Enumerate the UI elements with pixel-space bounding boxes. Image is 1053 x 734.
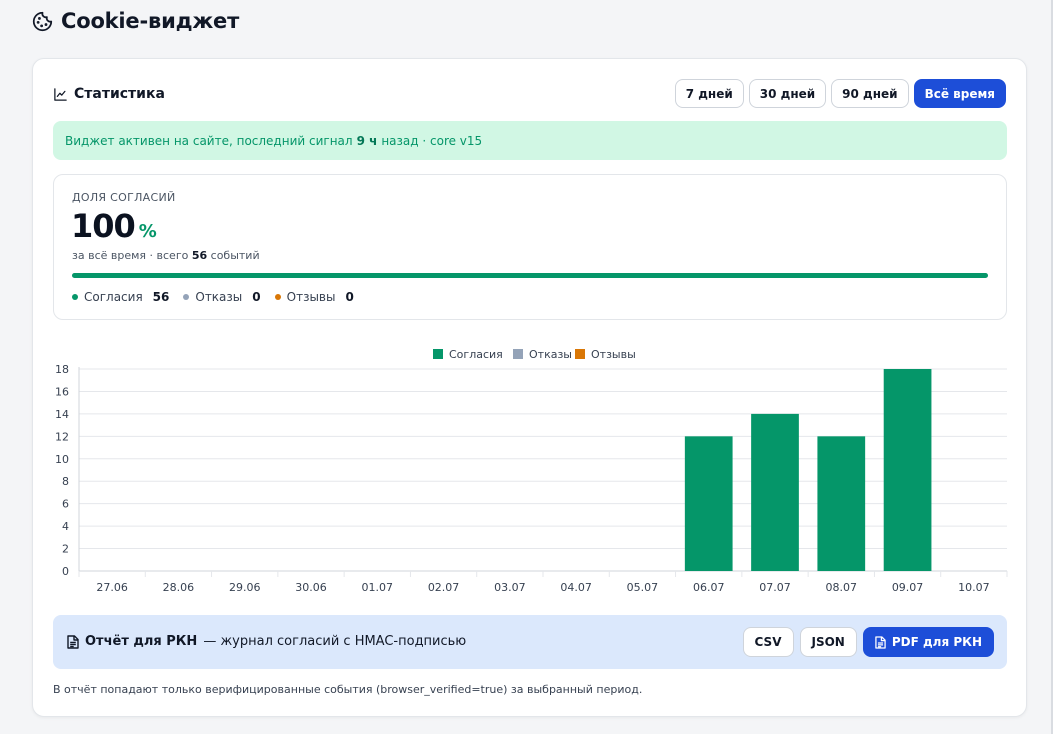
report-footnote: В отчёт попадают только верифицированные…: [53, 683, 643, 696]
export-csv-button[interactable]: CSV: [742, 627, 794, 657]
document-icon: [875, 635, 886, 649]
period-30-days-button[interactable]: 30 дней: [748, 79, 827, 108]
report-description: Отчёт для РКН — журнал согласий с HMAC-п…: [67, 634, 466, 649]
report-subtitle: — журнал согласий с HMAC-подписью: [203, 634, 467, 649]
page-header: Cookie-виджет: [32, 8, 239, 34]
consent-rate-label: ДОЛЯ СОГЛАСИЙ: [72, 191, 176, 204]
chart-x-tick-label: 05.07: [627, 581, 659, 593]
chart-x-tick-label: 29.06: [229, 581, 261, 593]
consent-legend: Согласия 56 Отказы 0 Отзывы 0: [72, 290, 354, 304]
chart-x-tick-label: 07.07: [759, 581, 791, 593]
chart-y-tick-label: 18: [55, 363, 69, 376]
chart-y-tick-label: 6: [62, 498, 69, 511]
chart-legend-label: Отзывы: [591, 348, 636, 361]
status-last-signal: 9 ч: [356, 133, 378, 148]
chart-legend-swatch: [513, 349, 523, 359]
report-export-buttons: CSV JSON PDF для РКН: [742, 627, 994, 657]
chart-x-tick-label: 10.07: [958, 581, 990, 593]
report-title: Отчёт для РКН: [85, 634, 198, 649]
chart-y-tick-label: 2: [62, 543, 69, 556]
legend-label: Отзывы: [286, 290, 336, 304]
chart-y-tick-label: 16: [55, 385, 69, 398]
chart-y-tick-label: 12: [55, 430, 69, 443]
legend-item-revocations: Отзывы 0: [274, 290, 354, 304]
document-icon: [67, 634, 79, 649]
consent-progress-bar: [72, 273, 988, 278]
chart-x-tick-label: 04.07: [560, 581, 592, 593]
widget-status-alert: Виджет активен на сайте, последний сигна…: [53, 121, 1007, 160]
chart-x-tick-label: 06.07: [693, 581, 725, 593]
chart-x-tick-label: 08.07: [826, 581, 858, 593]
chart-x-tick-label: 02.07: [428, 581, 460, 593]
export-json-button[interactable]: JSON: [799, 627, 857, 657]
page-title: Cookie-виджет: [61, 9, 240, 33]
card-header: Статистика: [53, 86, 165, 102]
export-pdf-rkn-button[interactable]: PDF для РКН: [862, 627, 994, 657]
chart-legend-swatch: [433, 349, 443, 359]
consent-rate-number: 100: [71, 207, 136, 245]
status-text: Виджет активен на сайте, последний сигна…: [65, 133, 353, 148]
consent-rate-unit: %: [138, 221, 157, 242]
legend-count: 0: [345, 290, 354, 304]
legend-label: Согласия: [84, 290, 143, 304]
chart-legend-label: Согласия: [449, 348, 503, 361]
chart-y-tick-label: 14: [55, 408, 69, 421]
legend-item-consents: Согласия 56: [72, 290, 169, 304]
chart-x-tick-label: 09.07: [892, 581, 924, 593]
chart-bar: [883, 369, 932, 571]
subtitle-prefix: за всё время · всего: [72, 249, 189, 262]
chart-bar: [751, 413, 799, 571]
legend-count: 56: [152, 290, 170, 304]
chart-x-tick-label: 28.06: [163, 581, 195, 593]
legend-item-rejections: Отказы 0: [183, 290, 261, 304]
card-title: Статистика: [74, 86, 165, 102]
period-7-days-button[interactable]: 7 дней: [674, 79, 744, 108]
scrollbar-track[interactable]: [1051, 0, 1053, 734]
line-chart-icon: [54, 87, 67, 101]
total-events-count: 56: [191, 249, 208, 262]
legend-count: 0: [252, 290, 261, 304]
cookie-icon: [32, 11, 53, 31]
chart-x-tick-label: 27.06: [96, 581, 128, 593]
consent-rate-panel: ДОЛЯ СОГЛАСИЙ 100 % за всё время · всего…: [53, 174, 1007, 320]
period-selector: 7 дней 30 дней 90 дней Всё время: [674, 79, 1006, 108]
consent-rate-subtitle: за всё время · всего 56 событий: [72, 249, 260, 262]
consent-rate-value: 100 %: [71, 207, 157, 245]
rejections-dot-icon: [183, 294, 190, 300]
export-pdf-label: PDF для РКН: [891, 635, 982, 649]
chart-legend-swatch: [575, 349, 585, 359]
chart-bar: [817, 436, 866, 571]
consents-dot-icon: [72, 294, 78, 300]
chart-bar: [684, 436, 733, 571]
legend-label: Отказы: [195, 290, 243, 304]
chart-y-tick-label: 8: [62, 475, 69, 488]
chart-x-tick-label: 03.07: [494, 581, 526, 593]
status-text-suffix: назад · core v15: [381, 133, 483, 148]
chart-y-tick-label: 0: [62, 565, 69, 578]
chart-y-tick-label: 10: [55, 453, 69, 466]
chart-x-tick-label: 01.07: [362, 581, 394, 593]
revocations-dot-icon: [274, 294, 281, 300]
period-all-time-button[interactable]: Всё время: [913, 79, 1006, 108]
subtitle-suffix: событий: [210, 249, 260, 262]
consent-progress-fill: [72, 273, 988, 278]
statistics-card: Статистика 7 дней 30 дней 90 дней Всё вр…: [32, 58, 1027, 717]
chart-legend-label: Отказы: [529, 348, 572, 361]
events-bar-chart: Согласия Отказы Отзывы 0 2 4 6 8 10 12 14 16 18 27.06…: [55, 348, 1008, 593]
chart-x-tick-label: 30.06: [295, 581, 327, 593]
rkn-report-bar: Отчёт для РКН — журнал согласий с HMAC-п…: [53, 615, 1007, 669]
period-90-days-button[interactable]: 90 дней: [831, 79, 909, 108]
chart-y-tick-label: 4: [62, 520, 69, 533]
